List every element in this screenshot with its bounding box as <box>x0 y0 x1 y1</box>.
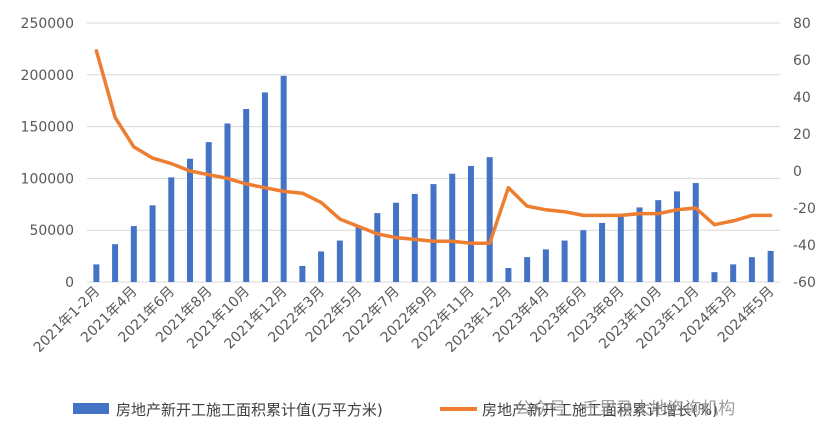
y-right-tick-label: -60 <box>793 275 816 291</box>
y-left-tick-label: 50000 <box>29 223 74 239</box>
y-right-tick-label: 0 <box>793 164 802 180</box>
y-left-tick-label: 250000 <box>21 16 74 32</box>
bar <box>280 75 287 282</box>
bar <box>149 205 156 282</box>
bar <box>430 184 437 282</box>
bar <box>486 157 493 282</box>
bar <box>374 213 381 282</box>
x-axis: 2021年1-2月2021年4月2021年6月2021年8月2021年10月20… <box>31 284 778 356</box>
bar <box>130 226 137 282</box>
bar <box>636 207 643 282</box>
y-axis-right: -60 -40 -20 0 20 40 60 80 <box>793 16 816 291</box>
bar <box>542 249 549 282</box>
bar <box>655 200 662 282</box>
bar <box>580 230 587 282</box>
bar <box>467 165 474 282</box>
y-right-tick-label: -20 <box>793 201 816 217</box>
bar <box>393 202 400 282</box>
bar-series <box>93 75 774 282</box>
legend-line-label: 房地产新开工施工面积累计增长(%) <box>482 401 718 419</box>
bar <box>187 158 194 282</box>
bar <box>524 257 531 282</box>
y-left-tick-label: 200000 <box>21 68 74 84</box>
bar <box>112 244 119 282</box>
bar <box>299 265 306 282</box>
y-left-tick-label: 150000 <box>21 120 74 136</box>
legend-bar-swatch <box>73 403 109 414</box>
bar <box>730 264 737 282</box>
y-right-tick-label: 40 <box>793 90 811 106</box>
bar <box>711 272 718 282</box>
bar <box>449 173 456 282</box>
bar <box>243 108 250 282</box>
y-left-tick-label: 0 <box>65 275 74 291</box>
bar <box>617 215 624 282</box>
watermark: 公众号 · 千里马大地咨询机构 <box>515 399 735 419</box>
bar <box>505 268 512 282</box>
bar <box>561 240 568 282</box>
y-right-tick-label: 60 <box>793 53 811 69</box>
bar <box>767 250 774 282</box>
bar <box>318 251 325 282</box>
bar <box>355 227 362 282</box>
bar <box>168 177 175 282</box>
bar <box>205 142 212 282</box>
legend-bar-label: 房地产新开工施工面积累计值(万平方米) <box>116 401 383 419</box>
bar <box>336 240 343 282</box>
bar <box>692 183 699 282</box>
y-right-tick-label: 20 <box>793 127 811 143</box>
y-axis-left: 0 50000 100000 150000 200000 250000 <box>21 16 74 291</box>
legend: 房地产新开工施工面积累计值(万平方米) 房地产新开工施工面积累计增长(%) <box>73 401 718 419</box>
growth-line <box>94 49 773 245</box>
gridlines <box>87 22 780 283</box>
y-left-tick-label: 100000 <box>21 171 74 187</box>
y-right-tick-label: -40 <box>793 238 816 254</box>
line-series <box>94 49 773 245</box>
bar <box>224 123 231 282</box>
bar <box>93 264 100 282</box>
y-right-tick-label: 80 <box>793 16 811 32</box>
bar <box>673 191 680 282</box>
bar <box>748 257 755 282</box>
bar <box>599 222 606 282</box>
